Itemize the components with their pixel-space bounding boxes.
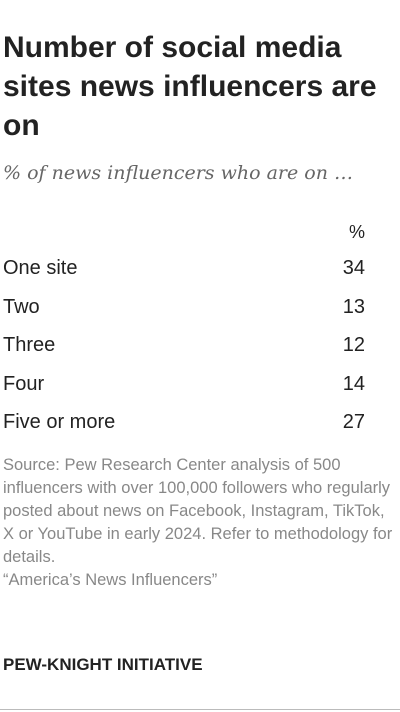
table-header-row: % [3, 216, 365, 248]
row-value: 14 [342, 372, 365, 395]
chart-title: Number of social media sites news influe… [3, 31, 377, 142]
row-value: 34 [342, 257, 365, 279]
table-row: Four 14 [3, 364, 365, 403]
row-value: 12 [342, 334, 365, 356]
row-value: 13 [342, 295, 365, 318]
bottom-divider [0, 709, 400, 710]
table-row: Five or more 27 [3, 402, 365, 441]
table-row: One site 34 [3, 248, 365, 287]
row-value: 27 [342, 411, 365, 433]
table-row: Three 12 [3, 325, 365, 364]
chart-subtitle: % of news influencers who are on … [3, 162, 353, 184]
row-label: Two [3, 295, 40, 318]
row-label: One site [3, 257, 78, 279]
table-row: Two 13 [3, 287, 365, 326]
source-text: Source: Pew Research Center analysis of … [3, 456, 393, 566]
brand-label: PEW-KNIGHT INITIATIVE [3, 655, 203, 674]
row-label: Five or more [3, 411, 116, 433]
data-table: % One site 34 Two 13 Three 12 Four 14 Fi… [3, 216, 365, 441]
row-label: Four [3, 372, 45, 395]
report-name: “America’s News Influencers” [3, 571, 218, 589]
column-header-percent: % [348, 222, 365, 242]
source-note: Source: Pew Research Center analysis of … [3, 454, 395, 592]
row-label: Three [3, 334, 56, 356]
